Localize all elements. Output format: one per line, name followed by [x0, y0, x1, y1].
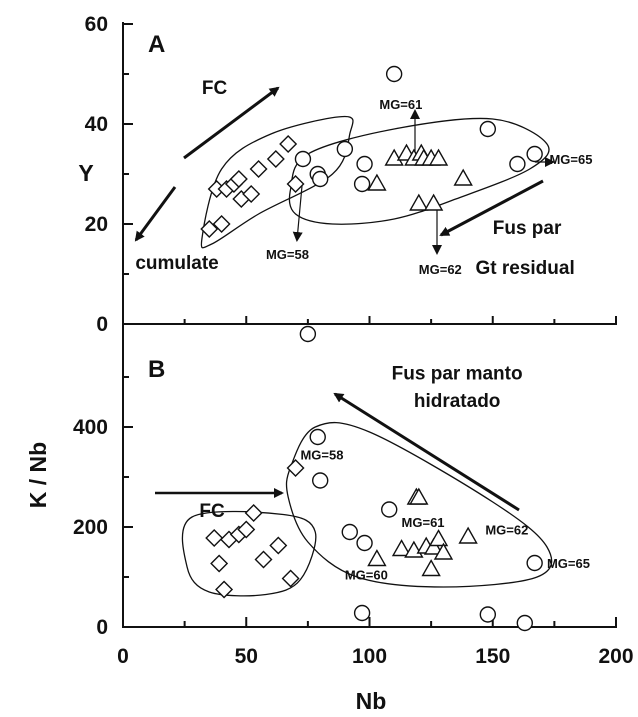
point-b-circle [381, 501, 398, 518]
point-b-diamond [269, 536, 288, 555]
point-b-circle [516, 614, 533, 632]
point-a-diamond [212, 215, 231, 233]
annotation-a: MG=62 [419, 262, 462, 277]
point-b-diamond [244, 504, 263, 522]
point-b-circle [312, 472, 329, 489]
field-b-low [181, 510, 317, 597]
point-b-diamond [205, 529, 224, 547]
panel-letter-a: A [148, 31, 165, 58]
y-tick-label-b: 200 [73, 516, 108, 539]
annotation-b: MG=65 [547, 556, 590, 571]
point-b-circle [341, 523, 358, 541]
field-a-high [288, 117, 550, 225]
annotation-a: FC [202, 78, 228, 99]
point-a-circle [294, 150, 312, 168]
tick-labels: 0 20 40 60 0 200 400 0 50 100 150 200 [73, 13, 634, 668]
point-a-diamond [279, 135, 298, 153]
gt-residual-arrow [439, 179, 544, 237]
point-b-circle [353, 604, 371, 622]
panel-letter-b: B [148, 356, 165, 383]
point-a-circle [299, 325, 317, 343]
point-a-triangle [367, 173, 387, 191]
point-a-circle [356, 155, 373, 173]
point-a-circle [509, 155, 526, 173]
x-tick-label: 150 [475, 645, 510, 668]
point-b-diamond [215, 580, 234, 599]
annotation-a: Gt residual [475, 258, 574, 279]
point-a-circle [526, 145, 543, 163]
cumulate-arrow [134, 186, 177, 242]
point-b-diamond [237, 520, 256, 539]
field-a-low [200, 115, 354, 249]
point-b-triangle [409, 487, 429, 505]
point-a-diamond [242, 185, 261, 203]
mg58-arrow-a [292, 185, 303, 242]
point-a-circle [312, 170, 329, 188]
point-a-diamond [286, 175, 305, 193]
point-a-triangle [409, 193, 429, 211]
x-axis-title: Nb [356, 688, 387, 714]
point-b-triangle [367, 549, 387, 567]
trend-arrows [134, 86, 555, 512]
annotations: FC cumulate MG=58 MG=61 MG=62 MG=65 Fus par Gt … [135, 78, 592, 583]
annotation-b: MG=60 [345, 568, 388, 583]
point-a-diamond [249, 160, 268, 178]
annotation-b: MG=61 [402, 515, 445, 530]
y-tick-label-a: 60 [85, 13, 108, 36]
point-a-diamond [229, 170, 248, 188]
annotation-b: Fus par manto [392, 364, 523, 385]
annotation-a: MG=65 [549, 152, 592, 167]
point-b-diamond [254, 550, 273, 569]
y-tick-label-a: 0 [96, 313, 108, 336]
compositional-fields [181, 115, 553, 597]
annotation-b: hidratado [414, 391, 501, 412]
point-b-diamond [210, 554, 229, 573]
annotation-b: FC [199, 501, 225, 522]
point-b-circle [526, 554, 543, 572]
point-a-circle [479, 120, 497, 138]
point-b-triangle [421, 559, 441, 577]
hydrated-mantle-arrow [333, 392, 520, 512]
data-points [200, 65, 543, 632]
x-tick-label: 200 [598, 645, 633, 668]
point-b-diamond [286, 459, 305, 477]
field-b-high [285, 421, 553, 588]
point-a-circle [353, 175, 371, 193]
y-tick-label-a: 20 [85, 213, 108, 236]
point-b-triangle [428, 529, 449, 547]
point-b-triangle [433, 542, 454, 560]
x-tick-label: 50 [235, 645, 258, 668]
annotation-b: MG=62 [485, 523, 528, 538]
y-tick-label-a: 40 [85, 113, 108, 136]
point-b-triangle [423, 537, 444, 555]
point-a-diamond [200, 220, 219, 238]
x-tick-label: 0 [117, 645, 129, 668]
point-a-diamond [266, 150, 285, 168]
point-b-triangle [458, 526, 478, 544]
point-b-diamond [281, 569, 300, 588]
point-a-triangle [384, 148, 404, 166]
annotation-a: Fus par [493, 218, 562, 239]
x-tick-label: 100 [352, 645, 387, 668]
point-a-triangle [453, 168, 473, 186]
point-a-triangle [423, 193, 444, 211]
point-b-circle [356, 534, 373, 552]
fc-arrow-a [183, 86, 280, 160]
annotation-a: MG=58 [266, 247, 309, 262]
point-b-circle [479, 606, 497, 623]
annotation-b: MG=58 [300, 448, 343, 463]
point-a-circle [385, 65, 403, 83]
y-tick-label-b: 400 [73, 416, 108, 439]
point-a-circle [336, 140, 354, 158]
point-a-triangle [428, 148, 449, 166]
y-axis-title-a: Y [78, 160, 93, 186]
point-b-circle [309, 428, 326, 446]
y-axis-title-b: K / Nb [25, 442, 51, 508]
annotation-a: cumulate [135, 253, 218, 274]
y-tick-label-b: 0 [96, 616, 108, 639]
annotation-a: MG=61 [379, 97, 422, 112]
point-b-triangle [391, 539, 412, 557]
axes [122, 22, 617, 628]
